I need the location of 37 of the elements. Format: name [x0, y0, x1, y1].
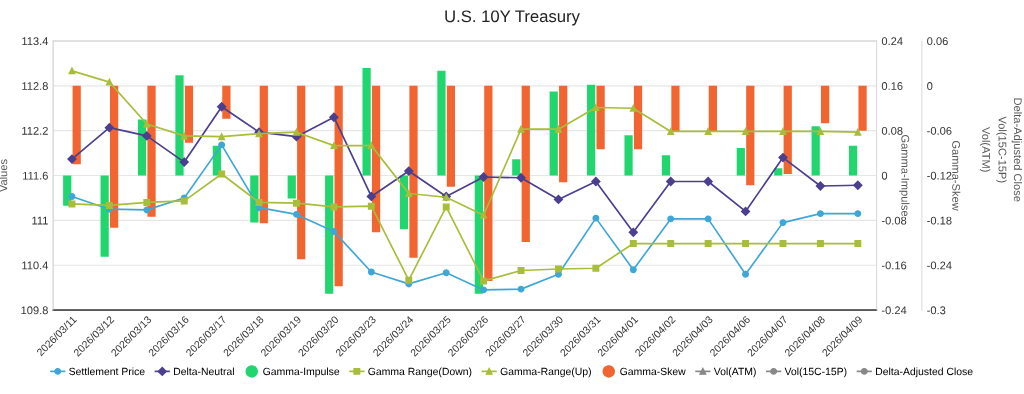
legend-label: Delta-Adjusted Close	[876, 367, 973, 378]
y2-tick-label: -0.16	[881, 261, 907, 270]
y3-tick-label: -0.06	[927, 126, 952, 135]
y3-tick-label: 0.06	[927, 37, 948, 46]
y3-tick-label: -0.18	[927, 216, 952, 225]
y2-tick-label: 0.24	[881, 37, 903, 46]
legend-label: Gamma-Skew	[620, 367, 686, 376]
y2-tick-label: 0.08	[881, 126, 903, 135]
y2-tick-label: 0.16	[881, 82, 903, 90]
y-tick-label: 113.4	[22, 37, 49, 46]
legend-label: Vol(ATM)	[713, 367, 756, 378]
text: Vol(15C-15P)	[996, 116, 1007, 183]
legend-label: Settlement Price	[69, 367, 145, 376]
chart-title: U.S. 10Y Treasury	[445, 10, 580, 26]
y-tick-label: 112.2	[22, 126, 48, 135]
y3-tick-label: -0.12	[927, 171, 952, 180]
y2-tick-label: 0	[881, 171, 888, 180]
y-tick-label: 109.8	[21, 306, 48, 315]
y3-axis-title: Gamma-Skew	[952, 140, 961, 211]
y3-tick-label: -0.3	[927, 306, 946, 315]
y-tick-label: 111.6	[23, 171, 48, 180]
y-tick-label: 112.8	[22, 82, 48, 90]
y2-axis-title: Gamma-Impulse	[899, 135, 910, 217]
y3-tick-label: 0	[927, 82, 933, 90]
legend-label: Delta-Neutral	[174, 367, 234, 376]
legend-label: Gamma-Impulse	[263, 367, 340, 378]
legend-label: Vol(15C-15P)	[784, 367, 847, 378]
y2-tick-label: -0.08	[881, 216, 907, 225]
y-axis-title: Values	[0, 159, 8, 193]
y-tick-label: 110.4	[22, 261, 49, 270]
legend-label: Gamma-Range(Up)	[500, 367, 591, 378]
legend-label: Gamma Range(Down)	[368, 367, 472, 378]
y3-tick-label: -0.24	[927, 261, 952, 270]
y2-tick-label: -0.24	[881, 306, 907, 315]
y-tick-label: 111	[32, 216, 48, 225]
text: Vol(ATM)	[979, 127, 991, 172]
text: Delta-Adjusted Close	[1011, 98, 1023, 202]
